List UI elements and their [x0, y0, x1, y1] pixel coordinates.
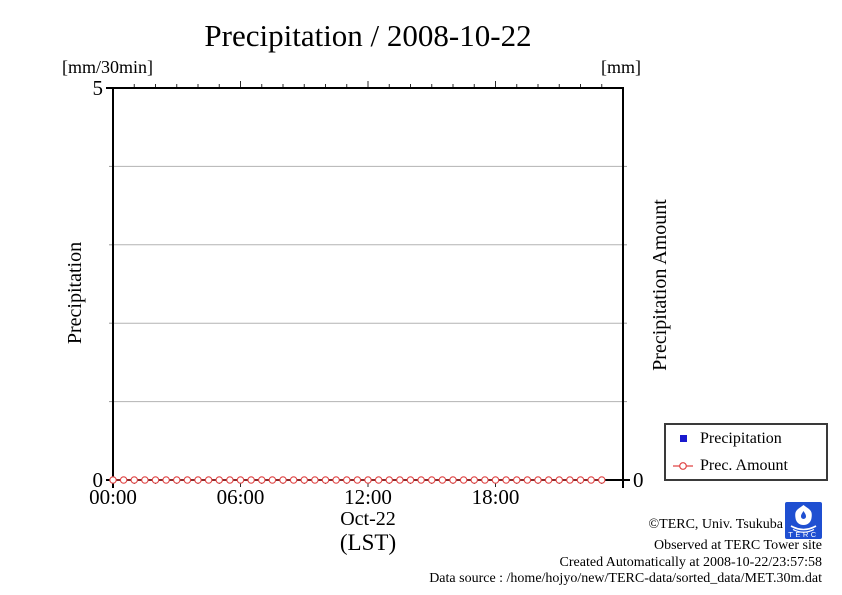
copyright-text: ©TERC, Univ. Tsukuba — [648, 517, 784, 532]
data-point — [364, 476, 372, 484]
data-point — [194, 476, 202, 484]
terc-logo-text: TERC — [788, 530, 818, 539]
data-point — [438, 476, 447, 484]
data-point — [183, 476, 192, 484]
data-point — [353, 476, 362, 484]
data-point — [162, 476, 170, 484]
data-point — [491, 476, 500, 484]
data-point — [481, 476, 489, 484]
data-point — [311, 476, 319, 484]
created-timestamp-text: Created Automatically at 2008-10-22/23:5… — [559, 555, 822, 570]
data-point — [576, 476, 585, 484]
data-point — [449, 476, 457, 484]
data-point — [268, 476, 277, 484]
data-point — [204, 476, 213, 484]
plot-frame — [112, 87, 624, 481]
data-point — [289, 476, 298, 484]
data-point — [130, 476, 138, 484]
data-point — [406, 476, 415, 484]
left-axis-min-label: 0 — [92, 468, 104, 492]
data-point — [544, 476, 553, 484]
chart-title: Precipitation / 2008-10-22 — [204, 18, 532, 53]
x-tick-label: 18:00 — [471, 485, 520, 509]
data-source-text: Data source : /home/hojyo/new/TERC-data/… — [429, 571, 822, 586]
data-point — [459, 476, 468, 484]
data-point — [247, 476, 255, 484]
data-point — [173, 476, 181, 484]
left-axis-max-label: 5 — [92, 76, 104, 100]
data-point — [151, 476, 160, 484]
plot-svg — [106, 81, 630, 488]
x-axis-date-label: Oct-22 — [340, 508, 396, 530]
data-point — [215, 476, 224, 484]
data-point — [566, 476, 574, 484]
right-axis-unit: [mm] — [601, 57, 641, 77]
data-point — [427, 476, 436, 484]
data-point — [119, 476, 128, 484]
data-point — [343, 476, 351, 484]
x-axis-timezone-label: (LST) — [339, 530, 397, 555]
legend-box: Precipitation Prec. Amount — [664, 423, 828, 481]
legend-item-prec-amount: Prec. Amount — [666, 452, 826, 479]
data-point — [258, 476, 266, 484]
observed-site-text: Observed at TERC Tower site — [653, 538, 822, 553]
terc-logo-icon: TERC — [785, 502, 822, 539]
circle-line-marker-icon — [673, 461, 693, 470]
legend-item-precipitation: Precipitation — [666, 425, 826, 452]
data-point — [332, 476, 340, 484]
data-point — [470, 476, 478, 484]
legend-marker-precipitation — [666, 435, 700, 442]
data-point — [597, 476, 606, 484]
data-point — [555, 476, 563, 484]
data-point — [141, 476, 149, 484]
data-point — [512, 476, 521, 484]
data-point — [502, 476, 510, 484]
right-axis-label: Precipitation Amount — [649, 199, 671, 371]
legend-label: Precipitation — [700, 429, 782, 447]
left-axis-label: Precipitation — [64, 241, 86, 345]
data-point — [417, 476, 425, 484]
data-point — [226, 476, 234, 484]
data-point — [321, 476, 330, 484]
x-tick-label: 06:00 — [216, 485, 265, 509]
legend-marker-prec-amount — [666, 461, 700, 471]
data-point — [534, 476, 542, 484]
right-axis-min-label: 0 — [633, 468, 644, 492]
left-axis-unit: [mm/30min] — [62, 57, 153, 77]
data-point — [236, 476, 245, 484]
legend-label: Prec. Amount — [700, 456, 788, 474]
data-point — [300, 476, 309, 484]
data-point — [279, 476, 287, 484]
data-point — [396, 476, 404, 484]
square-marker-icon — [679, 435, 687, 442]
data-point — [587, 476, 595, 484]
data-point — [523, 476, 532, 484]
data-point — [374, 476, 383, 484]
data-point — [109, 476, 117, 484]
data-point — [385, 476, 393, 484]
x-tick-label: 12:00 — [344, 485, 392, 509]
x-tick-label: 00:00 — [89, 485, 137, 509]
